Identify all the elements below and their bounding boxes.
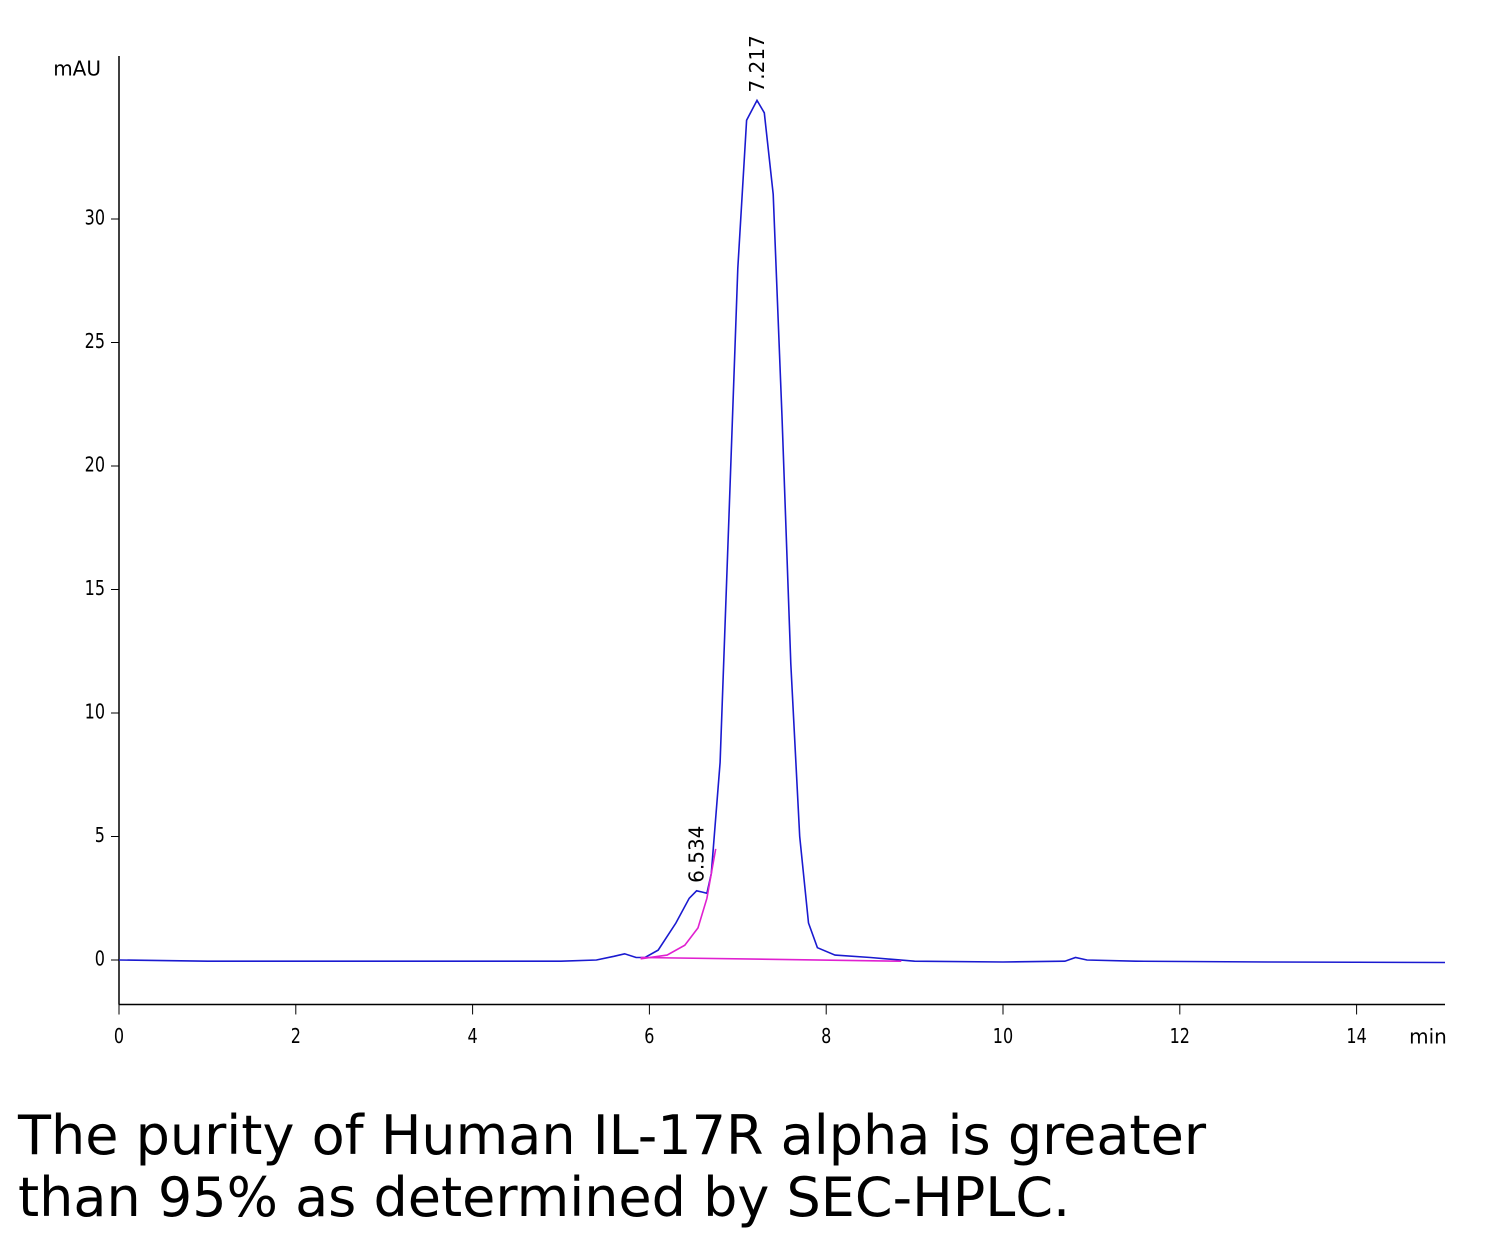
peak-label: 6.534 <box>685 826 709 883</box>
y-tick-label: 0 <box>95 948 105 971</box>
caption-line: The purity of Human IL-17R alpha is grea… <box>18 1104 1207 1167</box>
y-tick-label: 20 <box>85 454 105 477</box>
y-tick-label: 15 <box>85 577 105 600</box>
series-line <box>640 956 902 962</box>
y-axis-label: mAU <box>53 57 101 81</box>
peak-label: 7.217 <box>745 35 769 92</box>
caption: The purity of Human IL-17R alpha is grea… <box>18 1105 1478 1229</box>
x-tick-label: 10 <box>993 1025 1013 1048</box>
x-tick-label: 12 <box>1170 1025 1190 1048</box>
x-tick-label: 4 <box>468 1025 478 1048</box>
x-tick-label: 8 <box>821 1025 831 1048</box>
series-line <box>640 848 717 960</box>
y-tick-label: 10 <box>85 701 105 724</box>
caption-line: than 95% as determined by SEC-HPLC. <box>18 1166 1071 1229</box>
x-tick-label: 2 <box>291 1025 301 1048</box>
y-tick-label: 5 <box>95 824 105 847</box>
x-tick-label: 0 <box>114 1025 124 1048</box>
y-tick-label: 30 <box>85 207 105 230</box>
chart: mAU min 0 5 10 15 20 25 30 0 2 4 6 8 10 12 14 6.534 7.21… <box>53 35 1447 1049</box>
x-tick-label: 6 <box>644 1025 654 1048</box>
y-tick-label: 25 <box>85 330 105 353</box>
x-tick-label: 14 <box>1346 1025 1366 1048</box>
x-axis-label: min <box>1409 1025 1447 1049</box>
series-line <box>118 98 1446 964</box>
